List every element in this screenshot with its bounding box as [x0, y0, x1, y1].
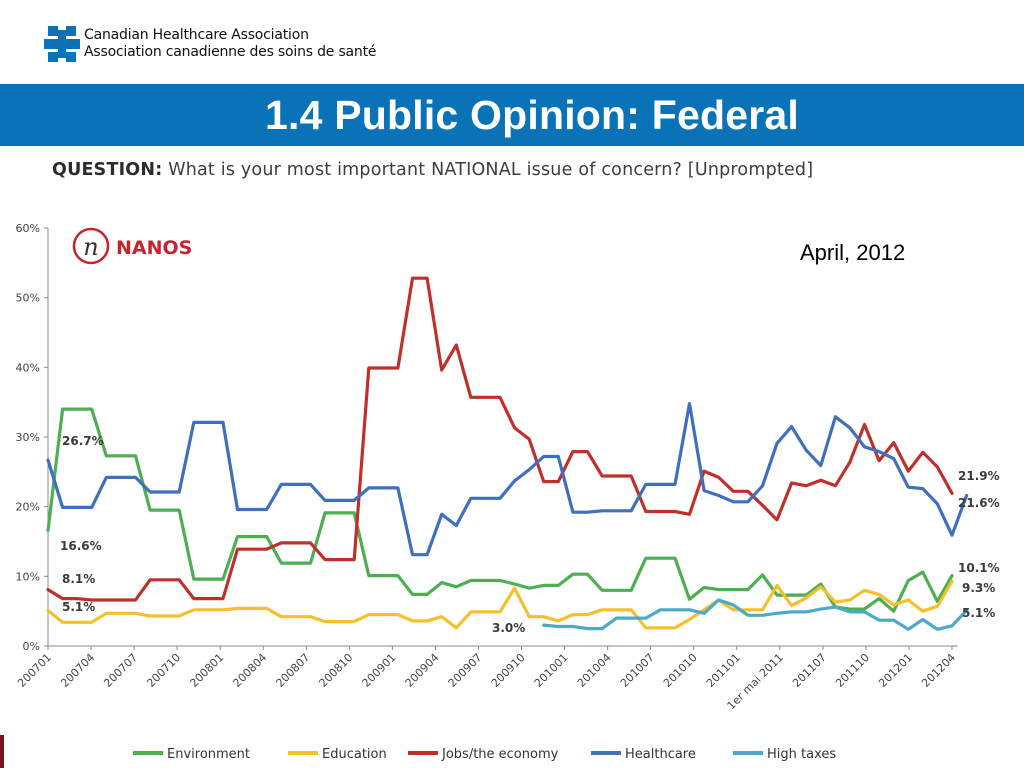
- x-tick-label: 200907: [446, 651, 485, 690]
- y-tick-label: 10%: [16, 570, 40, 583]
- organization-name-fr: Association canadienne des soins de sant…: [84, 44, 377, 60]
- date-label: April, 2012: [800, 240, 906, 265]
- y-tick-label: 0%: [23, 640, 40, 653]
- title-banner: 1.4 Public Opinion: Federal: [0, 84, 1024, 146]
- nanos-logo-circle: [72, 227, 110, 265]
- series-line-jobs-the-economy: [46, 276, 954, 602]
- data-label: 16.6%: [60, 539, 102, 553]
- nanos-logo-mark: n: [83, 233, 98, 261]
- x-tick-label: 200807: [274, 651, 313, 690]
- x-tick-label: 200707: [101, 651, 140, 690]
- x-tick-label: 200701: [15, 651, 54, 690]
- x-tick-label: 200710: [144, 651, 183, 690]
- nanos-brand-name: NANOS: [116, 237, 192, 259]
- x-tick-label: 201010: [661, 651, 700, 690]
- left-edge-accent: [0, 735, 4, 768]
- line-chart: 0%10%20%30%40%50%60%200701 200704 200707 20…: [15, 222, 1000, 762]
- y-tick-label: 20%: [16, 501, 40, 514]
- series-line-healthcare: [46, 402, 969, 557]
- y-tick-label: 30%: [16, 431, 40, 444]
- x-tick-label: 200804: [230, 651, 269, 690]
- x-tick-label: 201101: [704, 651, 743, 690]
- x-tick-label: 200910: [489, 651, 528, 690]
- x-tick-label: 200901: [360, 651, 399, 690]
- question-text: What is your most important NATIONAL iss…: [168, 160, 814, 180]
- x-tick-label: 200704: [58, 651, 97, 690]
- legend-label: Jobs/the economy: [441, 747, 559, 762]
- legend-label: High taxes: [767, 747, 836, 762]
- legend-label: Environment: [167, 747, 250, 762]
- x-tick-label: 201001: [532, 651, 571, 690]
- x-tick-label: 201007: [618, 651, 657, 690]
- y-tick-label: 40%: [16, 361, 40, 374]
- x-tick-label: 200904: [403, 651, 442, 690]
- data-label: 9.3%: [962, 581, 995, 595]
- x-tick-label: 201204: [919, 651, 958, 690]
- x-tick-label: 201110: [833, 651, 872, 690]
- x-tick-label: 201107: [790, 651, 829, 690]
- organization-name: Canadian Healthcare Association Associat…: [84, 27, 377, 61]
- series-line-education: [46, 579, 954, 630]
- data-label: 21.9%: [958, 469, 1000, 483]
- data-label: 26.7%: [62, 434, 104, 448]
- survey-question: QUESTION: What is your most important NA…: [52, 160, 813, 180]
- data-label: 3.0%: [492, 621, 525, 635]
- data-label: 5.1%: [62, 600, 95, 614]
- data-label: 8.1%: [62, 572, 95, 586]
- data-label: 21.6%: [958, 496, 1000, 510]
- slide-title: 1.4 Public Opinion: Federal: [265, 91, 799, 138]
- legend-label: Healthcare: [625, 747, 696, 762]
- series-line-high-taxes: [542, 598, 969, 631]
- cha-logo: [44, 26, 80, 62]
- x-tick-label: 201201: [876, 651, 915, 690]
- data-label: 5.1%: [962, 606, 995, 620]
- legend-label: Education: [322, 747, 387, 762]
- x-tick-label: 200810: [317, 651, 356, 690]
- organization-name-en: Canadian Healthcare Association: [84, 27, 309, 43]
- y-tick-label: 50%: [16, 292, 40, 305]
- y-tick-label: 60%: [16, 222, 40, 235]
- x-tick-label: 200801: [187, 651, 226, 690]
- question-label: QUESTION:: [52, 160, 163, 180]
- data-label: 10.1%: [958, 561, 1000, 575]
- series-line-environment: [46, 407, 954, 613]
- x-tick-label: 201004: [575, 651, 614, 690]
